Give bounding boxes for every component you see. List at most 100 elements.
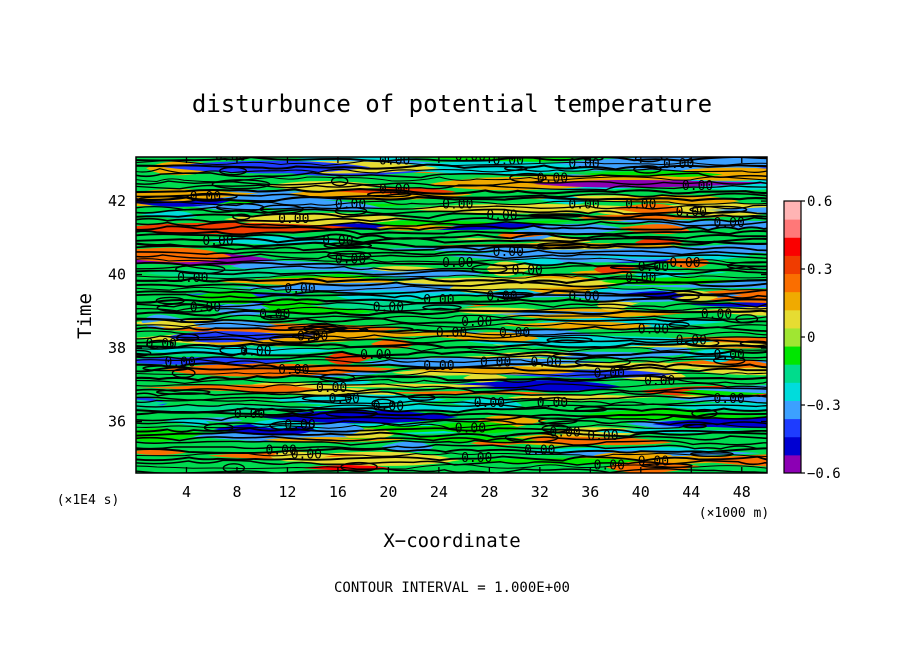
colorbar-swatch — [784, 400, 801, 420]
x-tick-label: 36 — [581, 483, 599, 501]
contour-line — [136, 374, 767, 382]
contour-loop — [609, 265, 659, 270]
contour-loop — [211, 179, 271, 190]
contour-line — [136, 330, 767, 337]
contour-label: 0.00 — [360, 348, 391, 363]
contour-loop — [739, 340, 767, 347]
contour-line — [136, 281, 767, 288]
x-tick-label: 8 — [232, 483, 241, 501]
contour-label: 0.00 — [713, 348, 744, 363]
contour-line — [136, 289, 767, 296]
contour-label: 0.00 — [335, 197, 366, 212]
contour-line — [136, 354, 767, 361]
contour-label: 0.00 — [146, 337, 177, 352]
temperature-band — [574, 195, 740, 205]
colorbar-swatch — [784, 219, 801, 238]
contour-line — [136, 168, 767, 175]
contour-line — [136, 370, 767, 377]
contour-loop — [334, 206, 368, 216]
contour-line — [136, 204, 767, 211]
contour-loop — [669, 293, 700, 301]
contour-label: 0.00 — [480, 355, 511, 370]
contour-loop — [136, 349, 152, 357]
contour-label: 0.00 — [291, 447, 322, 462]
contour-label: 0.00 — [265, 444, 296, 459]
contour-label: 0.00 — [625, 271, 656, 286]
contour-loop — [175, 333, 200, 342]
contour-label: 0.00 — [638, 455, 669, 470]
contour-label: 0.00 — [335, 253, 366, 268]
colorbar-swatch — [784, 364, 801, 383]
contour-label: 0.00 — [259, 308, 290, 323]
contour-loop — [684, 338, 720, 348]
contour-line — [136, 301, 767, 308]
contour-line — [136, 249, 767, 256]
contour-line — [136, 399, 767, 405]
contour-line — [136, 245, 767, 252]
contour-line — [136, 187, 767, 195]
contour-line — [136, 403, 767, 409]
contour-label: 0.00 — [322, 142, 353, 157]
contour-label: 0.00 — [373, 400, 404, 415]
contour-loop — [726, 261, 767, 271]
temperature-band — [581, 255, 761, 259]
contour-line — [136, 192, 767, 199]
contour-loop — [691, 408, 718, 418]
contour-label: 0.00 — [530, 355, 561, 370]
contour-line — [136, 387, 767, 394]
contour-loop — [366, 191, 412, 198]
contour-label: 0.00 — [537, 172, 568, 187]
contour-loop — [137, 195, 197, 203]
x-tick-label: 24 — [430, 483, 448, 501]
contour-loop — [155, 296, 185, 305]
colorbar-swatch — [784, 237, 801, 256]
temperature-band — [686, 385, 767, 394]
contour-label: 0.00 — [461, 315, 492, 330]
contour-loop — [203, 423, 234, 432]
contour-label: 0.00 — [663, 157, 694, 172]
x-axis-unit: (×1000 m) — [699, 506, 769, 521]
contour-loop — [407, 394, 436, 401]
contour-loop — [509, 172, 547, 183]
contour-label: 0.00 — [568, 197, 599, 212]
contour-label: 0.00 — [215, 150, 246, 165]
contour-loop — [583, 157, 604, 161]
contour-label: 0.00 — [568, 289, 599, 304]
colorbar-ticks: −0.6 −0.3 0 0.3 0.6 — [801, 194, 841, 482]
contour-loop — [504, 432, 559, 443]
temperature-band — [666, 402, 767, 411]
colorbar-swatch — [784, 255, 801, 275]
contour-label: 0.00 — [676, 333, 707, 348]
contour-label: 0.00 — [190, 190, 221, 205]
contour-loop — [689, 205, 748, 214]
contour-line — [136, 216, 767, 224]
x-tick-label: 40 — [632, 483, 650, 501]
temperature-band — [162, 160, 371, 174]
x-tick-label: 12 — [278, 483, 296, 501]
contour-label: 0.00 — [177, 271, 208, 286]
contour-label: 0.00 — [373, 300, 404, 315]
colorbar-swatch — [784, 273, 801, 293]
contour-line — [136, 423, 767, 429]
contour-loop — [219, 345, 247, 356]
contour-loop — [232, 213, 251, 221]
contour-label: 0.00 — [549, 425, 580, 440]
colorbar-tick-label: 0.3 — [807, 262, 832, 278]
contour-label: 0.00 — [234, 407, 265, 422]
contour-label: 0.00 — [329, 392, 360, 407]
contour-line — [136, 240, 767, 248]
contour-loop — [269, 420, 315, 431]
contour-loop — [668, 321, 690, 329]
contour-loop — [142, 365, 190, 372]
contour-label: 0.00 — [499, 326, 530, 341]
contour-line — [136, 273, 767, 280]
contour-label: 0.00 — [486, 208, 517, 223]
contour-loop — [146, 339, 174, 350]
contour-label: 0.00 — [423, 293, 454, 308]
x-tick-label: 48 — [733, 483, 751, 501]
contour-line — [136, 172, 767, 179]
contour-label: 0.00 — [594, 366, 625, 381]
contour-line — [136, 427, 767, 434]
colorbar-swatch — [784, 346, 801, 365]
